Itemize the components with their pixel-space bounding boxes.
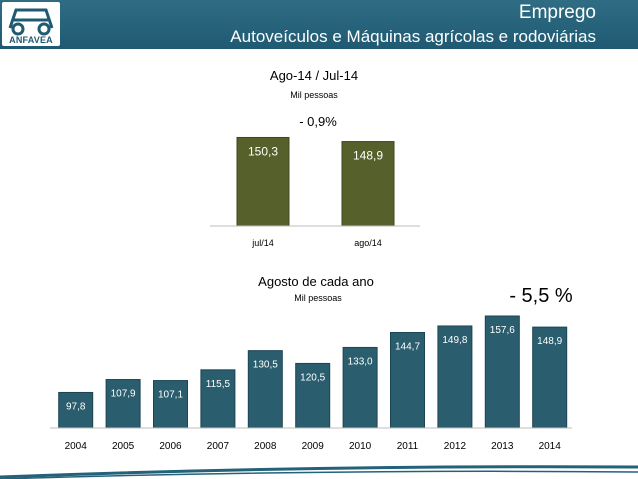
chart-yearly-value-label: 107,1 (158, 390, 183, 401)
chart-yearly-tick-label: 2006 (159, 441, 182, 452)
chart-yearly-value-label: 149,8 (442, 335, 467, 346)
chart-monthly-tick-label: jul/14 (251, 238, 274, 248)
page-subtitle: Autoveículos e Máquinas agrícolas e rodo… (230, 27, 596, 46)
chart-monthly-subtitle: Mil pessoas (290, 90, 338, 100)
chart-monthly-title: Ago-14 / Jul-14 (270, 68, 358, 83)
chart-yearly-tick-label: 2008 (254, 441, 277, 452)
chart-yearly-value-label: 130,5 (253, 360, 278, 371)
chart-yearly-tick-label: 2011 (397, 441, 419, 452)
chart-yearly-tick-label: 2007 (207, 441, 230, 452)
header-band: ANFAVEA Emprego Autoveículos e Máquinas … (0, 0, 638, 49)
chart-yearly-bar (295, 362, 331, 429)
chart-yearly-bar (390, 331, 425, 429)
chart-yearly-value-label: 157,6 (490, 325, 515, 336)
chart-yearly-annotation: - 5,5 % (509, 285, 573, 307)
chart-yearly-value-label: 120,5 (300, 372, 325, 383)
chart-yearly-bar (532, 326, 568, 429)
chart-yearly-tick-label: 2004 (65, 441, 88, 452)
chart-monthly-annotation: - 0,9% (299, 114, 337, 129)
chart-yearly: Agosto de cada ano Mil pessoas - 5,5 % 9… (50, 274, 573, 452)
chart-monthly-bar (236, 136, 290, 227)
tractor-icon (8, 8, 54, 36)
chart-yearly-value-label: 107,9 (111, 389, 136, 400)
chart-yearly-tick-label: 2005 (112, 441, 135, 452)
chart-yearly-bar (484, 315, 520, 429)
chart-yearly-value-label: 115,5 (206, 379, 231, 390)
anfavea-logo: ANFAVEA (2, 2, 60, 46)
chart-yearly-value-label: 148,9 (537, 336, 562, 347)
chart-yearly-bar (247, 350, 283, 429)
chart-yearly-bar (153, 380, 188, 429)
chart-yearly-subtitle: Mil pessoas (294, 293, 342, 303)
chart-yearly-bar (105, 379, 141, 429)
chart-yearly-bar (437, 325, 473, 429)
page-title: Emprego (518, 2, 596, 23)
chart-yearly-title: Agosto de cada ano (258, 274, 374, 289)
chart-yearly-value-label: 133,0 (348, 356, 373, 367)
chart-yearly-tick-label: 2009 (302, 441, 325, 452)
logo-text: ANFAVEA (9, 35, 53, 45)
chart-monthly-value-label: 148,9 (353, 149, 383, 163)
chart-yearly-value-label: 97,8 (66, 401, 86, 412)
chart-yearly-tick-label: 2012 (444, 441, 467, 452)
chart-yearly-tick-label: 2014 (539, 441, 562, 452)
chart-monthly-bar (341, 141, 395, 227)
chart-monthly: Ago-14 / Jul-14 Mil pessoas - 0,9% 150,3… (210, 68, 420, 248)
chart-yearly-tick-label: 2013 (491, 441, 514, 452)
chart-monthly-tick-label: ago/14 (354, 238, 382, 248)
chart-yearly-bar (342, 346, 378, 429)
chart-monthly-value-label: 150,3 (248, 144, 278, 158)
chart-yearly-value-label: 144,7 (395, 341, 420, 352)
chart-yearly-tick-label: 2010 (349, 441, 372, 452)
footer-rule (0, 465, 638, 479)
